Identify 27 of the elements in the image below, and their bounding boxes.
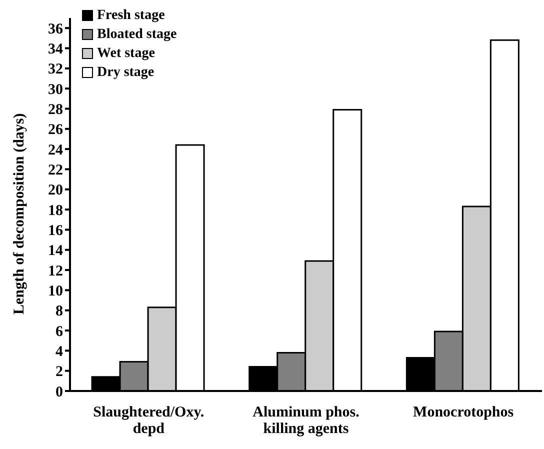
y-tick-label: 22 [48, 162, 63, 179]
x-tick-label: Aluminum phos. killing agents [252, 404, 360, 437]
y-tick-label: 34 [48, 42, 64, 58]
y-tick-label: 4 [56, 344, 64, 360]
y-tick-label: 2 [56, 364, 63, 380]
y-tick-label: 24 [48, 142, 64, 158]
y-tick-label: 0 [56, 384, 63, 400]
y-axis-title: Length of decomposition (days) [11, 113, 28, 314]
x-tick-label: Slaughtered/Oxy. depd [93, 404, 204, 437]
legend-label: Fresh stage [97, 7, 165, 25]
legend-label: Bloated stage [97, 26, 177, 44]
y-tick-label: 8 [56, 304, 63, 320]
y-tick-label: 28 [48, 102, 63, 118]
y-tick-label: 6 [56, 324, 64, 340]
y-tick-label: 14 [48, 243, 64, 260]
legend-label: Wet stage [97, 45, 155, 63]
y-tick-label: 16 [48, 223, 64, 240]
y-tick-label: 36 [48, 21, 64, 38]
y-tick-label: 10 [48, 284, 63, 300]
y-tick-label: 26 [48, 122, 64, 138]
y-tick-label: 18 [48, 202, 63, 219]
x-tick-label: Monocrotophos [413, 404, 514, 420]
legend-label: Dry stage [97, 64, 154, 82]
y-tick-label: 32 [48, 62, 63, 78]
y-tick-label: 12 [48, 263, 63, 280]
y-tick-label: 20 [48, 182, 63, 199]
y-tick-label: 30 [48, 82, 63, 98]
